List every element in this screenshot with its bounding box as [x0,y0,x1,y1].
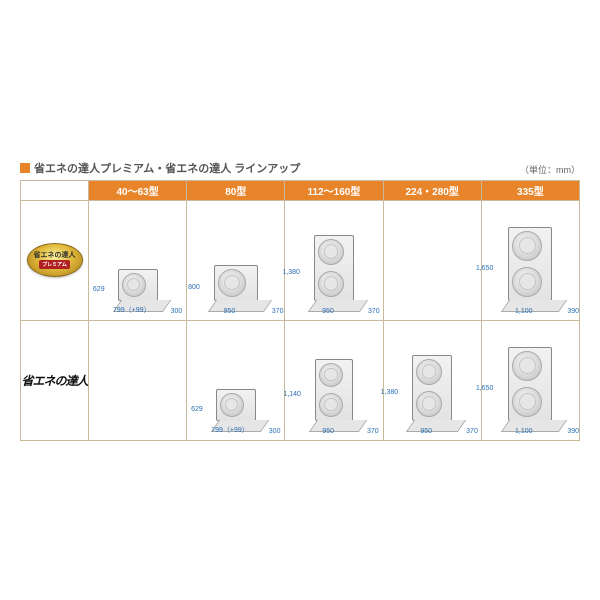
unit-cell: 1,6501,100390 [482,201,579,320]
lineup-cell [89,320,187,440]
dim-height: 1,140 [283,391,301,398]
unit-cell: 1,380 950 370 [285,201,382,320]
lineup-cell: 1,140 950 370 [285,320,383,440]
fan-icon [512,387,542,417]
fan-icon [319,393,343,417]
dim-width: 1,100 [515,428,533,435]
ac-unit-icon [315,359,353,421]
unit-base [208,300,272,312]
unit-base [309,420,367,432]
unit-base [406,420,466,432]
ac-unit-icon [314,235,354,301]
dim-depth: 370 [368,308,380,315]
lineup-page: 省エネの達人プレミアム・省エネの達人 ラインアップ （単位：mm） 40～63型… [20,160,580,441]
ac-unit-icon [118,269,158,301]
title-row: 省エネの達人プレミアム・省エネの達人 ラインアップ （単位：mm） [20,160,580,176]
fan-icon [512,351,542,381]
unit-cell: 800 950 370 [187,201,284,320]
dim-height: 629 [93,286,105,293]
series-label-standard: 省エネの達人 [21,320,89,440]
unit-cell: 629 799（+99） 300 [187,321,284,440]
dim-height: 1,650 [476,385,494,392]
ac-unit-icon [216,389,256,421]
dim-height: 1,380 [381,389,399,396]
dim-depth: 300 [269,428,281,435]
unit-cell: 629 799（+99） 300 [89,201,186,320]
ac-unit-icon [508,227,552,301]
col-header: 40～63型 [89,180,187,200]
dim-width: 799（+99） [113,305,151,315]
lineup-cell: 800 950 370 [187,200,285,320]
fan-icon [220,393,244,417]
lineup-cell: 1,380 950 370 [383,320,481,440]
ac-unit-icon [214,265,258,301]
title-bullet-icon [20,163,30,173]
dim-depth: 370 [367,428,379,435]
dim-width: 1,100 [515,308,533,315]
col-header: 224・280型 [383,180,481,200]
lineup-cell: 1,6501,100390 [481,200,579,320]
standard-badge: 省エネの達人 [21,372,88,389]
dim-height: 800 [188,284,200,291]
lineup-cell: 629 799（+99） 300 [187,320,285,440]
fan-icon [512,267,542,297]
dim-depth: 300 [171,308,183,315]
unit-base [501,420,567,432]
dim-depth: 370 [466,428,478,435]
fan-icon [122,273,146,297]
dim-width: 950 [224,308,236,315]
lineup-cell: 1,6501,100390 [481,320,579,440]
title-left: 省エネの達人プレミアム・省エネの達人 ラインアップ [20,160,300,176]
lineup-cell: 629 799（+99） 300 [89,200,187,320]
col-header: 335型 [481,180,579,200]
lineup-table: 40～63型 80型 112～160型 224・280型 335型 省エネの達人… [20,180,580,441]
col-header: 112～160型 [285,180,383,200]
dim-height: 1,380 [282,269,300,276]
fan-icon [416,359,442,385]
unit-note: （単位：mm） [520,163,580,176]
ac-unit-icon [508,347,552,421]
dim-width: 950 [322,428,334,435]
dim-width: 799（+99） [211,425,249,435]
table-row: 省エネの達人プレミアム 629 799（+99） 300 800 950 370 1,380 9… [21,200,580,320]
dim-depth: 390 [567,308,579,315]
fan-icon [319,363,343,387]
dim-depth: 370 [272,308,284,315]
dim-depth: 390 [567,428,579,435]
header-blank [21,180,89,200]
fan-icon [318,239,344,265]
dim-height: 1,650 [476,265,494,272]
table-row: 省エネの達人 629 799（+99） 300 1,140 950 370 1,380 950 3… [21,320,580,440]
dim-height: 629 [191,406,203,413]
fan-icon [318,271,344,297]
unit-cell: 1,380 950 370 [384,321,481,440]
unit-cell: 1,6501,100390 [482,321,579,440]
badge-line1: 省エネの達人 [34,252,76,259]
badge-line2: プレミアム [39,260,70,269]
lineup-cell [383,200,481,320]
unit-base [308,300,368,312]
series-label-premium: 省エネの達人プレミアム [21,200,89,320]
fan-icon [416,391,442,417]
unit-base [501,300,567,312]
page-title: 省エネの達人プレミアム・省エネの達人 ラインアップ [34,160,300,176]
premium-badge-icon: 省エネの達人プレミアム [27,243,83,277]
ac-unit-icon [412,355,452,421]
fan-icon [218,269,246,297]
col-header: 80型 [187,180,285,200]
lineup-cell: 1,380 950 370 [285,200,383,320]
fan-icon [512,231,542,261]
dim-width: 950 [322,308,334,315]
dim-width: 950 [420,428,432,435]
unit-cell: 1,140 950 370 [285,321,382,440]
